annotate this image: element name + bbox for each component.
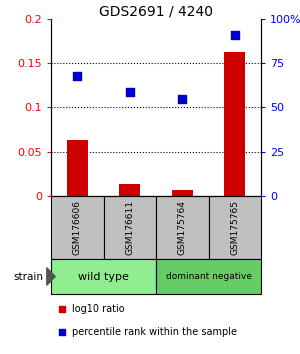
Text: GSM176606: GSM176606 [73, 200, 82, 255]
Point [232, 33, 237, 38]
Bar [224, 52, 245, 195]
Text: GSM175764: GSM175764 [178, 200, 187, 255]
FancyBboxPatch shape [156, 259, 261, 294]
Text: dominant negative: dominant negative [166, 272, 251, 281]
FancyBboxPatch shape [103, 195, 156, 259]
Point [75, 73, 80, 79]
Point [128, 89, 132, 95]
Text: wild type: wild type [78, 272, 129, 281]
Point [59, 329, 64, 335]
Text: log10 ratio: log10 ratio [72, 304, 124, 314]
Text: percentile rank within the sample: percentile rank within the sample [72, 327, 237, 337]
FancyBboxPatch shape [51, 195, 104, 259]
Bar [119, 184, 140, 195]
Bar [67, 140, 88, 195]
Text: GSM175765: GSM175765 [230, 200, 239, 255]
Polygon shape [47, 268, 55, 285]
Title: GDS2691 / 4240: GDS2691 / 4240 [99, 4, 213, 18]
Text: strain: strain [13, 272, 43, 281]
Point [59, 306, 64, 312]
Point [180, 96, 185, 102]
Text: GSM176611: GSM176611 [125, 200, 134, 255]
FancyBboxPatch shape [156, 195, 208, 259]
Bar [172, 190, 193, 195]
FancyBboxPatch shape [51, 259, 156, 294]
FancyBboxPatch shape [208, 195, 261, 259]
